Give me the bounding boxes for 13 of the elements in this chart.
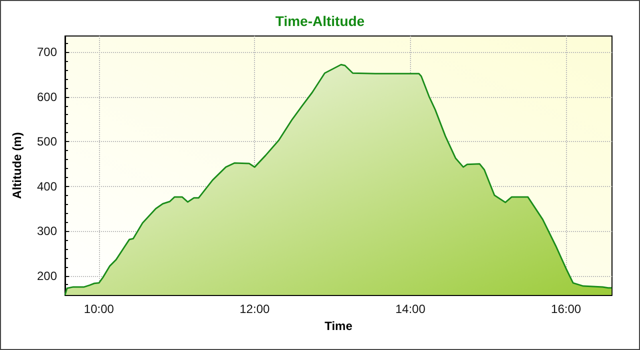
x-axis-title: Time [324, 318, 353, 333]
x-tick-label: 12:00 [240, 302, 270, 316]
y-tick-label: 400 [36, 179, 58, 194]
x-tick-label: 14:00 [395, 302, 426, 316]
x-tick-label: 16:00 [551, 302, 582, 316]
y-axis-title: Altitude (m) [10, 132, 24, 199]
y-tick-label: 300 [36, 224, 58, 238]
x-tick-label: 10:00 [84, 302, 114, 316]
y-tick-label: 700 [36, 45, 58, 60]
y-tick-label: 500 [36, 134, 58, 149]
y-tick-label: 600 [36, 90, 58, 104]
y-tick-label: 200 [36, 268, 58, 283]
chart-title: Time-Altitude [275, 13, 365, 29]
